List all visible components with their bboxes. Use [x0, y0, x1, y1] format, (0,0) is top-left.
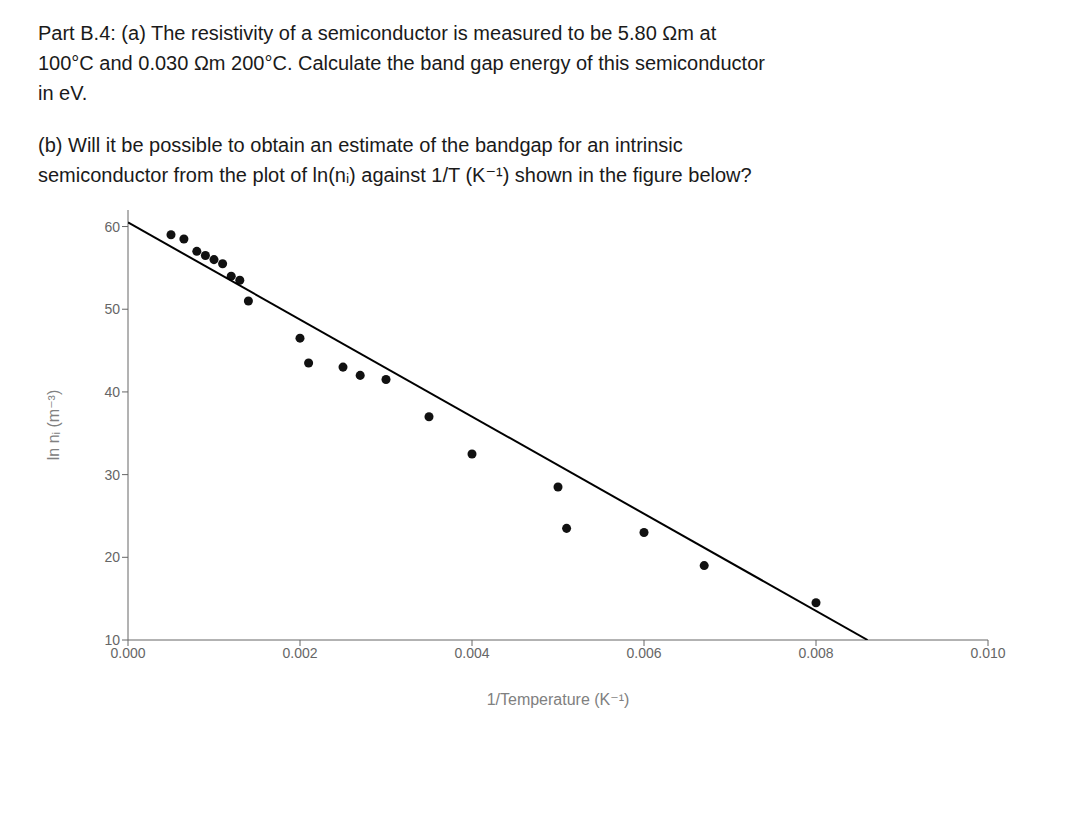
- svg-text:20: 20: [104, 549, 120, 565]
- html-text:semiconductor from the plot of: semiconductor from the plot of ln(nᵢ) ag…: [38, 164, 752, 186]
- svg-text:40: 40: [104, 384, 120, 400]
- svg-text:30: 30: [104, 467, 120, 483]
- svg-text:60: 60: [104, 219, 120, 235]
- svg-text:ln nᵢ (m⁻³): ln nᵢ (m⁻³): [45, 390, 62, 461]
- svg-text:10: 10: [104, 632, 120, 648]
- svg-text:50: 50: [104, 301, 120, 317]
- svg-text:0.002: 0.002: [282, 645, 317, 661]
- svg-text:0.000: 0.000: [110, 644, 146, 661]
- svg-text:0.008: 0.008: [798, 645, 833, 661]
- svg-text:0.006: 0.006: [626, 645, 661, 661]
- svg-text:0.010: 0.010: [970, 645, 1005, 661]
- svg-text:0.004: 0.004: [454, 645, 489, 661]
- svg-text:1/Temperature (K⁻¹): 1/Temperature (K⁻¹): [487, 691, 630, 708]
- html-text:Part B.4: (a) The resistivity: Part B.4: (a) The resistivity of a semic…: [38, 22, 717, 44]
- html-text:in eV.: in eV.: [38, 82, 88, 104]
- html-text:(b) Will it be possible to obt: (b) Will it be possible to obtain an est…: [38, 134, 683, 156]
- html-text:100°C and 0.030 Ωm 200°C. Calc: 100°C and 0.030 Ωm 200°C. Calculate the …: [38, 52, 765, 74]
